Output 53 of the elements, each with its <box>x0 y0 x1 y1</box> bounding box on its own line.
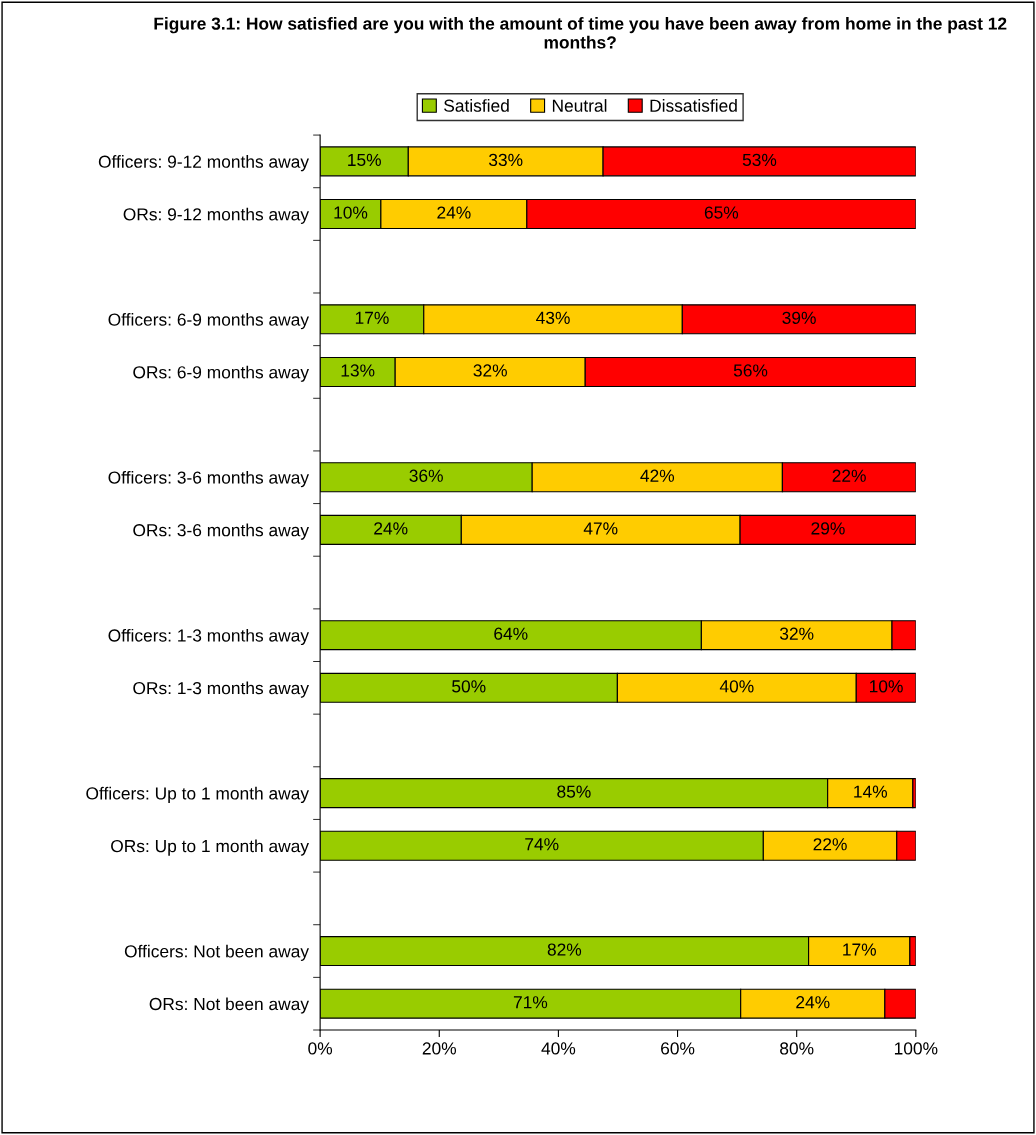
data-label: 53% <box>742 153 777 167</box>
y-tick-label: ORs: Not been away <box>149 997 309 1014</box>
data-label: 32% <box>473 364 507 377</box>
data-label: 50% <box>452 680 486 693</box>
chart-title: Figure 3.1: How satisfied are you with the amount of time you have been away from home in the past 12 months? <box>154 17 1007 49</box>
y-tick-label: Officers: 6-9 months away <box>108 313 309 330</box>
data-label: 47% <box>583 522 618 535</box>
x-tick-label: 100% <box>894 1042 938 1055</box>
y-tick-label: ORs: Up to 1 month away <box>111 839 309 856</box>
x-tick-label: 40% <box>541 1042 576 1055</box>
data-label: 42% <box>640 469 675 482</box>
data-label: 29% <box>811 522 845 535</box>
data-label: 39% <box>782 311 816 324</box>
data-label: 13% <box>341 364 375 377</box>
data-label: 33% <box>488 153 523 167</box>
data-label: 64% <box>494 627 528 640</box>
data-label: 74% <box>525 838 559 851</box>
data-label: 24% <box>374 522 408 535</box>
data-label: 32% <box>779 627 814 640</box>
legend-label: Neutral <box>552 99 607 112</box>
data-label: 65% <box>704 206 739 219</box>
data-label: 22% <box>813 838 847 851</box>
data-label: 15% <box>348 153 381 167</box>
data-label: 10% <box>334 206 368 219</box>
y-tick-label: Officers: 3-6 months away <box>108 470 309 488</box>
y-tick-label: ORs: 1-3 months away <box>133 681 309 698</box>
y-tick-label: ORs: 6-9 months away <box>133 365 309 382</box>
x-tick-label: 0% <box>308 1042 333 1055</box>
data-label: 10% <box>869 680 903 693</box>
data-label: 22% <box>832 469 866 482</box>
legend-label: Dissatisfied <box>650 99 737 112</box>
data-label: 14% <box>854 785 888 798</box>
data-label: 82% <box>547 943 582 956</box>
y-tick-label: ORs: 9-12 months away <box>123 207 309 224</box>
legend-label: Satisfied <box>444 99 509 112</box>
data-label: 43% <box>536 311 570 324</box>
x-tick-label: 60% <box>661 1042 695 1055</box>
data-label: 36% <box>409 469 443 482</box>
y-tick-label: Officers: Not been away <box>124 944 309 961</box>
data-label: 40% <box>719 680 754 693</box>
data-label: 85% <box>557 785 591 798</box>
data-label: 24% <box>437 206 471 219</box>
data-label: 24% <box>796 996 830 1009</box>
x-tick-label: 80% <box>780 1042 814 1055</box>
data-label: 71% <box>513 996 548 1009</box>
x-tick-label: 20% <box>422 1042 457 1055</box>
data-label: 56% <box>733 364 768 377</box>
y-tick-label: Officers: 1-3 months away <box>108 628 309 646</box>
data-label: 17% <box>843 943 876 956</box>
data-label: 17% <box>355 311 389 324</box>
y-tick-label: Officers: Up to 1 month away <box>86 786 309 804</box>
y-tick-label: Officers: 9-12 months away <box>98 155 309 172</box>
y-tick-label: ORs: 3-6 months away <box>133 523 309 540</box>
